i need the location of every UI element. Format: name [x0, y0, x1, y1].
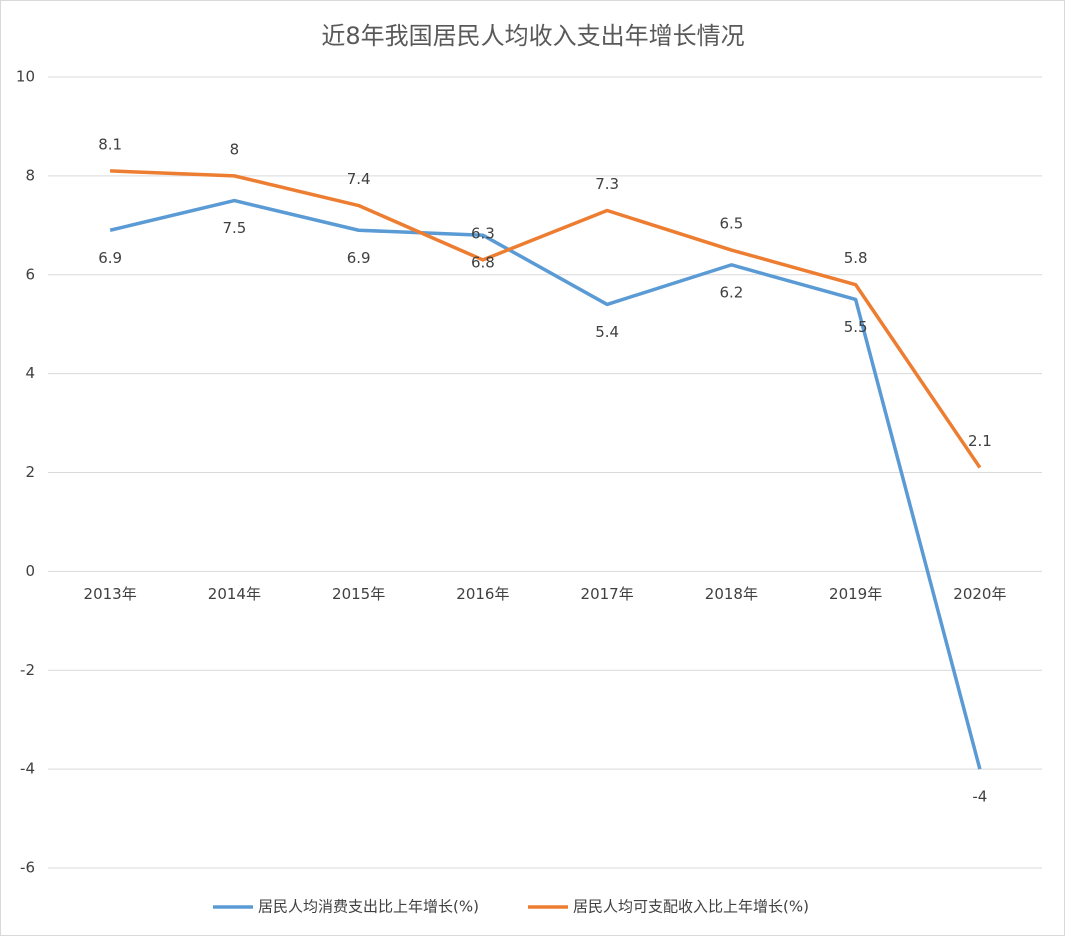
data-label: 6.9 [98, 249, 122, 267]
data-label: 2.1 [968, 432, 992, 450]
data-label: 6.8 [471, 254, 495, 272]
y-tick-label: 2 [25, 463, 35, 481]
y-tick-label: 4 [25, 364, 35, 382]
data-label: 6.9 [347, 249, 371, 267]
data-label: 7.3 [595, 175, 619, 193]
x-tick-label: 2013年 [84, 585, 137, 603]
y-tick-label: 6 [25, 265, 35, 283]
data-label: 6.3 [471, 224, 495, 242]
chart-title: 近8年我国居民人均收入支出年增长情况 [321, 22, 744, 50]
data-label: 5.5 [844, 318, 868, 336]
data-label: -4 [972, 788, 987, 806]
data-label: 7.5 [222, 219, 246, 237]
legend-label: 居民人均消费支出比上年增长(%) [258, 898, 479, 916]
data-label: 8 [230, 140, 240, 158]
x-tick-label: 2016年 [456, 585, 509, 603]
series-line [110, 169, 982, 469]
data-label: 7.4 [347, 170, 371, 188]
legend-label: 居民人均可支配收入比上年增长(%) [573, 898, 809, 916]
x-tick-label: 2014年 [208, 585, 261, 603]
data-label: 5.8 [844, 249, 868, 267]
x-tick-label: 2020年 [953, 585, 1006, 603]
y-tick-label: 10 [16, 68, 35, 86]
x-tick-label: 2015年 [332, 585, 385, 603]
data-label: 6.5 [719, 215, 743, 233]
data-label: 5.4 [595, 323, 619, 341]
series-line [109, 198, 982, 770]
y-tick-label: -2 [20, 661, 35, 679]
y-tick-label: -6 [20, 859, 35, 877]
y-tick-label: 0 [25, 562, 35, 580]
x-tick-label: 2018年 [705, 585, 758, 603]
x-tick-label: 2017年 [581, 585, 634, 603]
y-tick-label: 8 [25, 166, 35, 184]
x-tick-label: 2019年 [829, 585, 882, 603]
data-label: 6.2 [719, 283, 743, 301]
y-tick-label: -4 [20, 760, 35, 778]
data-label: 8.1 [98, 135, 122, 153]
